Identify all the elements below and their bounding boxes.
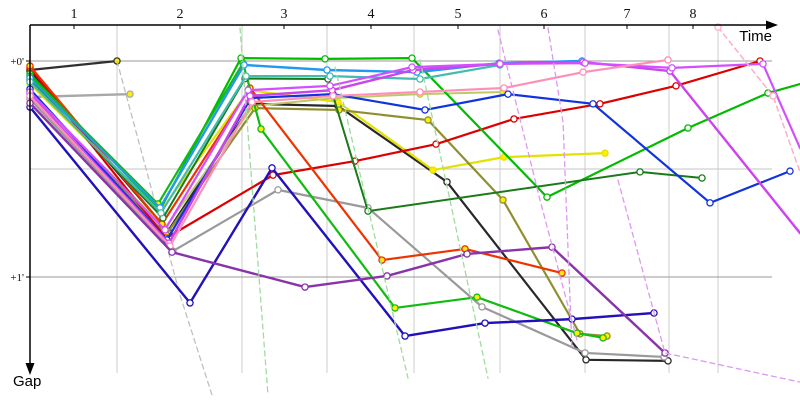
- data-point-olive: [499, 196, 507, 204]
- series-line-green: [28, 57, 800, 212]
- data-point-teal: [416, 75, 424, 83]
- y-axis-title: Gap: [13, 373, 41, 390]
- data-point-pink-dash: [769, 92, 777, 100]
- data-point-yellow: [601, 149, 609, 157]
- series-line-khaki: [29, 90, 504, 230]
- data-point-violet: [326, 82, 334, 90]
- data-point-pink: [248, 98, 256, 106]
- data-point-purple: [168, 248, 176, 256]
- x-tick-label: 5: [455, 7, 462, 22]
- data-point-pink: [664, 56, 672, 64]
- series-line-pale-green-dash-3: [419, 59, 489, 379]
- data-point-green-2: [257, 125, 265, 133]
- data-point-navy-blue: [481, 319, 489, 327]
- data-point-purple: [383, 272, 391, 280]
- y-tick-label: +0': [10, 56, 24, 68]
- series-line-teal: [28, 63, 502, 215]
- x-axis-arrow-icon: [766, 20, 778, 30]
- data-point-olive: [424, 116, 432, 124]
- data-point-red: [510, 115, 518, 123]
- data-point-violet: [408, 63, 416, 71]
- data-point-navy-blue: [268, 164, 276, 172]
- y-axis-arrow-icon: [25, 363, 35, 375]
- data-point-violet: [161, 226, 169, 234]
- data-point-green: [684, 124, 692, 132]
- y-tick-label: +1': [10, 272, 24, 284]
- x-tick-label: 1: [71, 7, 78, 22]
- data-point-sky-blue: [240, 61, 248, 69]
- x-axis-title: Time: [739, 28, 772, 45]
- data-point-purple: [301, 283, 309, 291]
- data-point-green-2: [391, 304, 399, 312]
- series-line-green-2: [28, 62, 605, 339]
- data-point-green: [408, 54, 416, 62]
- x-tick-label: 3: [281, 7, 288, 22]
- data-point-red: [596, 100, 604, 108]
- data-point-blue: [504, 90, 512, 98]
- data-point-gray-short: [126, 90, 134, 98]
- data-point-pink: [416, 88, 424, 96]
- data-point-violet: [759, 60, 767, 68]
- series-line-plum-dash-3: [617, 179, 800, 383]
- data-point-teal: [157, 209, 165, 217]
- data-point-red: [269, 171, 277, 179]
- series-line-plum-dash-1: [497, 29, 578, 341]
- data-point-teal: [326, 72, 334, 80]
- x-tick-label: 8: [690, 7, 697, 22]
- data-point-sky-blue: [323, 66, 331, 74]
- data-point-pink: [579, 68, 587, 76]
- data-point-black: [582, 356, 590, 364]
- data-point-blue: [421, 106, 429, 114]
- data-point-purple: [463, 250, 471, 258]
- data-point-green-2: [473, 293, 481, 301]
- data-point-blue: [786, 167, 794, 175]
- data-point-violet: [244, 86, 252, 94]
- data-point-green: [543, 193, 551, 201]
- series-line-black-leader-short: [28, 59, 119, 72]
- data-point-dark-green: [698, 174, 706, 182]
- data-point-violet: [668, 64, 676, 72]
- data-point-dark-green: [636, 168, 644, 176]
- data-point-orange-red: [558, 269, 566, 277]
- data-point-pink: [500, 84, 508, 92]
- data-point-blue: [589, 100, 597, 108]
- data-point-navy-blue: [186, 299, 194, 307]
- data-point-green-2: [599, 334, 607, 342]
- series-line-pale-green-dash-2: [334, 66, 409, 379]
- data-point-pink: [329, 92, 337, 100]
- series-line-gray-dropout-dash: [116, 60, 213, 396]
- data-point-gray: [581, 349, 589, 357]
- x-tick-label: 6: [541, 7, 548, 22]
- x-tick-label: 2: [177, 7, 184, 22]
- series-line-pale-green-dash-1: [239, 27, 269, 396]
- data-point-gray: [478, 303, 486, 311]
- data-point-yellow: [429, 166, 437, 174]
- data-point-violet: [581, 59, 589, 67]
- data-point-purple: [661, 349, 669, 357]
- series-line-plum-dash-2: [547, 27, 573, 351]
- data-point-green: [321, 55, 329, 63]
- series-line-pink: [28, 58, 670, 248]
- data-point-navy-blue: [401, 332, 409, 340]
- data-point-teal: [242, 72, 250, 80]
- series-line-pink-dash: [717, 26, 800, 173]
- series-line-olive: [28, 89, 609, 338]
- x-tick-label: 4: [368, 7, 375, 22]
- data-point-red: [672, 82, 680, 90]
- data-point-violet: [496, 60, 504, 68]
- series-line-violet: [28, 62, 800, 231]
- data-point-gray: [274, 186, 282, 194]
- x-tick-label: 7: [624, 7, 631, 22]
- data-point-blue: [706, 199, 714, 207]
